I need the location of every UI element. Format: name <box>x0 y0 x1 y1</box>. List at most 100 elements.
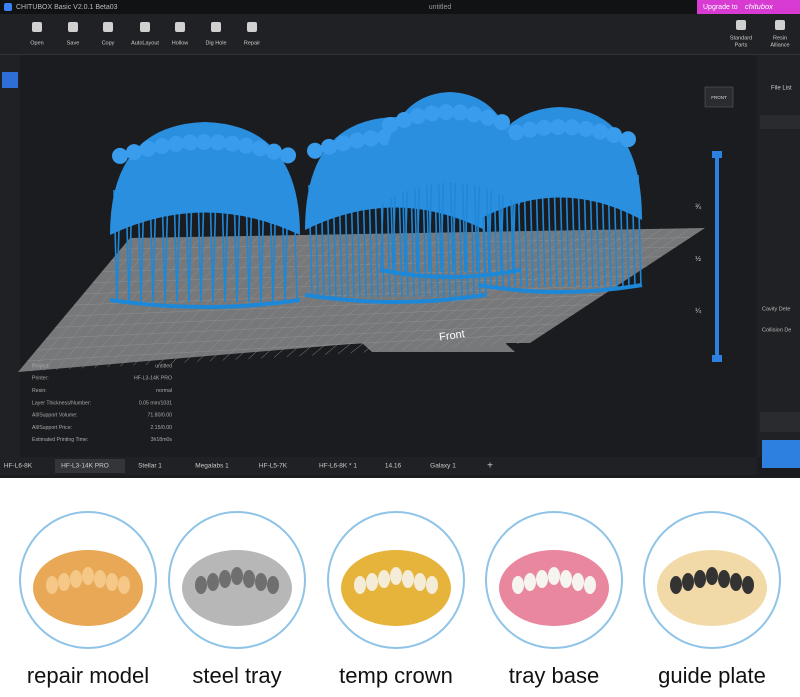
crown-cusp <box>363 130 379 147</box>
tool-label: Copy <box>102 40 115 46</box>
sample-detail <box>207 573 219 591</box>
crown-cusp <box>536 119 552 136</box>
sample-detail <box>255 573 267 591</box>
brand-text: chitubox <box>745 2 773 11</box>
layer-slider[interactable] <box>715 154 719 359</box>
tool-label: Repair <box>244 40 260 46</box>
slider-label: ¾ <box>695 204 701 211</box>
tool-icon[interactable] <box>247 22 257 32</box>
sample-detail <box>524 573 536 591</box>
sample-detail <box>572 573 584 591</box>
sample-detail <box>560 570 572 588</box>
dental-models <box>109 92 643 309</box>
crown-cusp <box>126 144 142 161</box>
tab-label[interactable]: Megalabs 1 <box>195 463 229 470</box>
tool-label: Standard <box>730 35 752 41</box>
crown-cusp <box>452 104 468 121</box>
active-tab <box>55 459 125 473</box>
crown-cusp <box>592 123 608 140</box>
view-cube-label: FRONT <box>711 95 727 100</box>
tab-label[interactable]: HF-L3-14K PRO <box>61 463 109 470</box>
tool-label: Save <box>67 40 80 46</box>
sample-detail <box>118 576 130 594</box>
tab-label[interactable]: HF-L6-8K <box>4 463 33 470</box>
support-base <box>109 298 301 309</box>
sample-detail <box>231 567 243 585</box>
sample-detail <box>82 567 94 585</box>
grid-line <box>45 314 574 339</box>
left-toolbar <box>0 55 20 457</box>
grid-line <box>36 323 560 350</box>
info-panel: Project: untitled Printer: HF-L3-14K PRO Res… <box>32 363 172 443</box>
sample-label: guide plate <box>658 663 766 688</box>
crown-cusp <box>224 135 240 152</box>
sample-label: tray base <box>509 663 600 688</box>
info-value: 3h18m0s <box>151 437 173 443</box>
tool-icon[interactable] <box>211 22 221 32</box>
tool-label: Open <box>30 40 43 46</box>
crown-cusp <box>349 132 365 149</box>
tool-icon[interactable] <box>775 20 785 30</box>
sample-label: temp crown <box>339 663 453 688</box>
support-base <box>477 283 643 294</box>
slider-bottom-handle[interactable] <box>712 355 722 362</box>
sample-detail <box>267 576 279 594</box>
tool-icon[interactable] <box>736 20 746 30</box>
info-value: HF-L3-14K PRO <box>134 376 172 382</box>
sample-detail <box>106 573 118 591</box>
info-label: Resin: <box>32 388 47 394</box>
crown-cusp <box>280 147 296 164</box>
sample-detail <box>670 576 682 594</box>
crown-cusp <box>307 142 323 159</box>
crown-cusp <box>210 134 226 151</box>
title-bar <box>0 0 800 14</box>
tab-label[interactable]: HF-L5-7K <box>259 463 288 470</box>
crown-cusp <box>266 143 282 160</box>
tab-label[interactable]: Galaxy 1 <box>430 463 456 470</box>
tool-icon[interactable] <box>140 22 150 32</box>
support-base <box>304 293 486 304</box>
sample-detail <box>426 576 438 594</box>
tool-label: Hollow <box>172 40 189 46</box>
tab-bar <box>0 457 757 475</box>
crown-cusp <box>578 120 594 137</box>
add-tab[interactable]: + <box>487 461 493 472</box>
select-tool[interactable] <box>2 72 18 88</box>
tab-label[interactable]: HF-L6-8K * 1 <box>319 463 357 470</box>
crown-cusp <box>494 114 510 131</box>
front-label: Front <box>438 328 465 343</box>
info-value: untitled <box>155 363 172 369</box>
toolbar <box>0 14 800 54</box>
info-label: Layer Thickness/Number: <box>32 400 91 406</box>
file-row[interactable] <box>760 115 800 129</box>
grid-line <box>64 294 603 317</box>
tab-label[interactable]: Stellar 1 <box>138 463 162 470</box>
slice-button[interactable] <box>762 440 800 468</box>
upgrade-text: Upgrade to <box>703 4 738 11</box>
sample-gallery: repair model steel tray temp crown tray bas… <box>19 511 781 688</box>
app-title: CHITUBOX Basic V2.0.1 Beta03 <box>16 4 118 11</box>
info-label: All/Support Volume: <box>32 413 78 419</box>
crown-cusp <box>480 109 496 126</box>
tool-icon[interactable] <box>103 22 113 32</box>
sample-detail <box>195 576 207 594</box>
tool-icon[interactable] <box>175 22 185 32</box>
slider-top-handle[interactable] <box>712 151 722 158</box>
view-cube[interactable] <box>704 86 734 108</box>
support-base <box>379 268 521 279</box>
sample-body <box>182 550 292 626</box>
panel-field <box>760 412 800 432</box>
upgrade-button[interactable] <box>697 0 800 14</box>
tab-label[interactable]: 14.16 <box>385 463 402 470</box>
grid-line <box>27 333 545 362</box>
crown-cusp <box>335 135 351 152</box>
slider-labels: ¾ ½ ¼ <box>695 204 701 315</box>
tool-icon[interactable] <box>32 22 42 32</box>
sample-detail <box>682 573 694 591</box>
plate-grid <box>27 228 691 372</box>
tool-icon[interactable] <box>68 22 78 32</box>
crown-cusp <box>620 131 636 148</box>
sample-detail <box>742 576 754 594</box>
sample-detail <box>402 570 414 588</box>
